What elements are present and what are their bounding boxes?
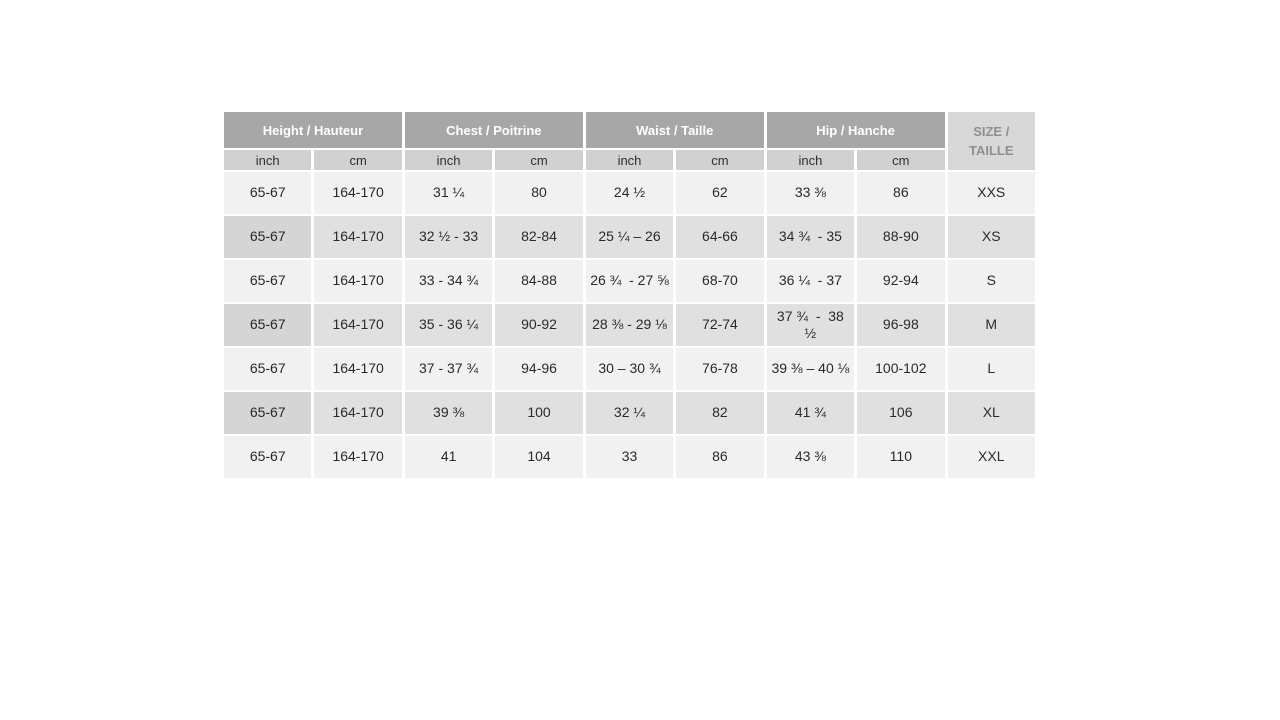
table-cell: 90-92 [495, 304, 583, 346]
table-cell: 164-170 [314, 392, 402, 434]
table-cell: 96-98 [857, 304, 945, 346]
table-cell: 65-67 [224, 304, 312, 346]
table-cell: 164-170 [314, 172, 402, 214]
unit-header: cm [676, 150, 764, 170]
table-cell: 104 [495, 436, 583, 478]
table-cell: 84-88 [495, 260, 583, 302]
table-cell: 100-102 [857, 348, 945, 390]
table-cell: 164-170 [314, 260, 402, 302]
table-cell: 24 ½ [585, 172, 674, 214]
table-cell: 37 ¾ - 38 ½ [766, 304, 855, 346]
unit-header: cm [857, 150, 945, 170]
size-cell: XS [947, 216, 1035, 258]
table-cell: 36 ¼ - 37 [766, 260, 855, 302]
table-cell: 35 - 36 ¼ [404, 304, 493, 346]
table-cell: 65-67 [224, 260, 312, 302]
table-cell: 30 – 30 ¾ [585, 348, 674, 390]
unit-header: inch [585, 150, 674, 170]
table-cell: 100 [495, 392, 583, 434]
unit-header: inch [766, 150, 855, 170]
table-cell: 82-84 [495, 216, 583, 258]
table-cell: 28 ⅜ - 29 ⅛ [585, 304, 674, 346]
table-cell: 82 [676, 392, 764, 434]
table-cell: 26 ¾ - 27 ⅝ [585, 260, 674, 302]
table-cell: 33 [585, 436, 674, 478]
column-header-size: SIZE / TAILLE [947, 112, 1035, 170]
unit-header: cm [495, 150, 583, 170]
table-cell: 164-170 [314, 216, 402, 258]
column-group-header-hip: Hip / Hanche [766, 112, 945, 148]
table-cell: 34 ¾ - 35 [766, 216, 855, 258]
column-group-header-waist: Waist / Taille [585, 112, 764, 148]
table-cell: 33 ⅜ [766, 172, 855, 214]
unit-header: inch [404, 150, 493, 170]
table-cell: 76-78 [676, 348, 764, 390]
table-cell: 72-74 [676, 304, 764, 346]
column-group-header-chest: Chest / Poitrine [404, 112, 583, 148]
size-cell: XXS [947, 172, 1035, 214]
table-cell: 33 - 34 ¾ [404, 260, 493, 302]
unit-header: inch [224, 150, 312, 170]
table-cell: 41 [404, 436, 493, 478]
size-cell: XXL [947, 436, 1035, 478]
table-cell: 41 ¾ [766, 392, 855, 434]
table-cell: 65-67 [224, 172, 312, 214]
column-group-header-height: Height / Hauteur [224, 112, 402, 148]
size-cell: XL [947, 392, 1035, 434]
size-header-line2: TAILLE [969, 143, 1014, 158]
table-cell: 32 ½ - 33 [404, 216, 493, 258]
table-cell: 25 ¼ – 26 [585, 216, 674, 258]
table-cell: 86 [676, 436, 764, 478]
unit-header: cm [314, 150, 402, 170]
table-cell: 65-67 [224, 392, 312, 434]
size-header-line1: SIZE / [973, 123, 1010, 139]
table-cell: 43 ⅜ [766, 436, 855, 478]
table-cell: 164-170 [314, 304, 402, 346]
table-cell: 110 [857, 436, 945, 478]
table-cell: 80 [495, 172, 583, 214]
table-cell: 164-170 [314, 348, 402, 390]
table-cell: 94-96 [495, 348, 583, 390]
table-cell: 39 ⅜ [404, 392, 493, 434]
table-cell: 62 [676, 172, 764, 214]
size-cell: M [947, 304, 1035, 346]
size-cell: S [947, 260, 1035, 302]
table-cell: 39 ⅜ – 40 ⅛ [766, 348, 855, 390]
table-cell: 92-94 [857, 260, 945, 302]
table-cell: 37 - 37 ¾ [404, 348, 493, 390]
size-chart-table: Height / Hauteur Chest / Poitrine Waist … [224, 112, 1035, 478]
table-cell: 31 ¼ [404, 172, 493, 214]
table-cell: 64-66 [676, 216, 764, 258]
table-cell: 86 [857, 172, 945, 214]
table-cell: 88-90 [857, 216, 945, 258]
table-cell: 32 ¼ [585, 392, 674, 434]
table-cell: 106 [857, 392, 945, 434]
table-cell: 164-170 [314, 436, 402, 478]
table-cell: 68-70 [676, 260, 764, 302]
size-cell: L [947, 348, 1035, 390]
table-cell: 65-67 [224, 436, 312, 478]
table-cell: 65-67 [224, 348, 312, 390]
table-cell: 65-67 [224, 216, 312, 258]
